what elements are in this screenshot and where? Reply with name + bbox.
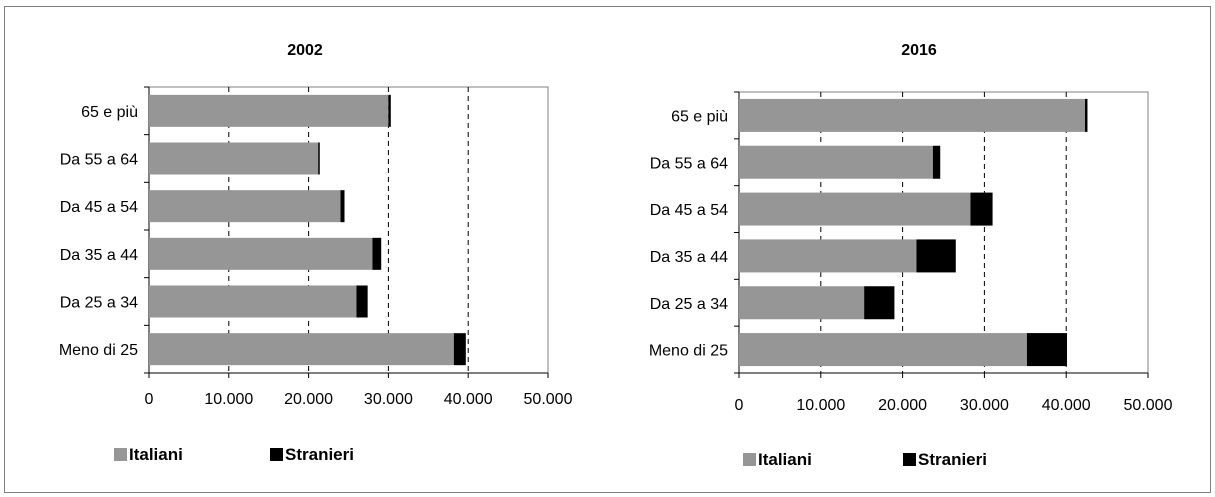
bar-stranieri [372, 237, 382, 270]
category-label: Da 45 a 54 [60, 199, 138, 216]
category-label: Da 35 a 44 [650, 249, 728, 266]
x-tick-label: 40.000 [444, 391, 493, 408]
bar-stranieri [340, 190, 345, 223]
bar-italiani [149, 94, 389, 127]
bar-italiani [149, 285, 357, 318]
x-tick-label: 10.000 [204, 391, 253, 408]
bar-stranieri [1085, 98, 1088, 132]
bar-stranieri [388, 94, 391, 127]
plot-area [148, 86, 549, 374]
bar-italiani [739, 98, 1086, 132]
x-tick-label: 40.000 [1042, 397, 1091, 414]
legend-label-italiani: Italiani [129, 445, 183, 464]
bar-italiani [739, 239, 917, 273]
bar-stranieri [932, 145, 941, 179]
bar-italiani [739, 286, 865, 320]
plot-area [738, 91, 1149, 374]
category-label: Da 55 a 64 [60, 152, 138, 169]
category-label: Da 45 a 54 [650, 202, 728, 219]
bar-stranieri [864, 286, 895, 320]
bar-italiani [739, 192, 971, 226]
category-label: Da 25 a 34 [60, 295, 138, 312]
chart-2016: 2016 0 10.000 20.000 30.000 40.000 50.000 65 e … [649, 42, 1173, 469]
legend-label-stranieri: Stranieri [285, 445, 354, 464]
bar-stranieri [453, 333, 466, 366]
bar-italiani [149, 142, 319, 175]
bar-stranieri [970, 192, 993, 226]
bar-italiani [149, 190, 341, 223]
chart-2002: 2002 0 10.000 20.000 30.000 40.000 50.000 65 e … [59, 42, 573, 464]
legend-label-italiani: Italiani [758, 450, 812, 469]
x-tick-label: 30.000 [960, 397, 1009, 414]
x-tick-label: 50.000 [524, 391, 573, 408]
x-tick-label: 30.000 [364, 391, 413, 408]
bar-stranieri [356, 285, 368, 318]
figure-frame [4, 6, 1211, 493]
x-tick-label: 0 [145, 391, 154, 408]
category-label: Meno di 25 [59, 342, 138, 359]
chart-title: 2016 [901, 42, 937, 59]
category-label: Meno di 25 [649, 343, 728, 360]
bar-italiani [739, 145, 933, 179]
x-tick-label: 10.000 [796, 397, 845, 414]
legend-swatch-italiani [114, 448, 127, 461]
x-tick-label: 50.000 [1124, 397, 1173, 414]
category-label: Da 55 a 64 [650, 155, 728, 172]
x-tick-label: 0 [735, 397, 744, 414]
category-label: 65 e più [671, 108, 728, 125]
category-label: Da 25 a 34 [650, 296, 728, 313]
bar-stranieri [318, 142, 320, 175]
bar-stranieri [916, 239, 956, 273]
category-label: 65 e più [81, 104, 138, 121]
category-label: Da 35 a 44 [60, 247, 138, 264]
legend-swatch-stranieri [903, 453, 916, 466]
legend-swatch-italiani [743, 453, 756, 466]
bar-italiani [739, 333, 1027, 367]
legend-swatch-stranieri [270, 448, 283, 461]
bar-stranieri [1026, 333, 1068, 367]
bar-italiani [149, 333, 454, 366]
x-tick-label: 20.000 [284, 391, 333, 408]
chart-title: 2002 [287, 42, 323, 59]
x-tick-label: 20.000 [878, 397, 927, 414]
bar-italiani [149, 237, 373, 270]
legend-label-stranieri: Stranieri [918, 450, 987, 469]
